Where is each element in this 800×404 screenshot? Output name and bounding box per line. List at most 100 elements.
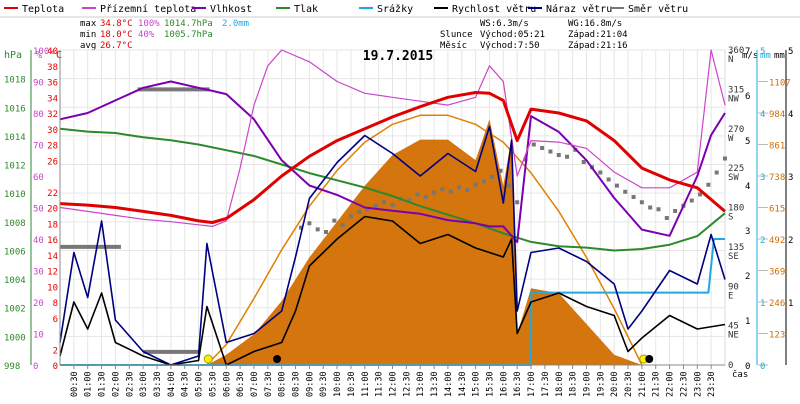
direction-tick-name: NE	[728, 331, 739, 341]
legend-entry: Rychlost větru	[434, 3, 536, 15]
rain-tick-label: 2	[760, 236, 765, 246]
wind-direction-point	[506, 183, 511, 188]
rain-tick-label: 4	[760, 110, 765, 120]
pressure-tick-label: 1010	[4, 190, 26, 200]
wind-tick-label: 2	[745, 272, 750, 282]
stat-humidity: 100%	[138, 19, 160, 29]
x-tick-label: 04:00	[167, 371, 177, 397]
wind-direction-point	[498, 168, 503, 173]
temperature-tick-label: 16	[47, 236, 58, 246]
direction-tick-label: 225	[728, 164, 744, 174]
legend-label: Přízemní teplota	[100, 3, 196, 15]
humidity-tick-label: 10	[33, 331, 44, 341]
legend-strip	[0, 0, 800, 17]
radiation-tick-label: 615	[769, 205, 785, 215]
x-tick-label: 00:30	[70, 371, 80, 397]
pressure-unit: hPa	[4, 50, 22, 61]
wind-direction-point	[581, 160, 586, 164]
rain-right-tick-label: 2	[788, 236, 793, 246]
x-tick-label: 13:00	[416, 371, 426, 397]
pressure-tick-label: 1012	[4, 162, 26, 172]
rain-right-tick-label: 3	[788, 173, 793, 183]
x-tick-label: 07:30	[264, 371, 274, 397]
temperature-tick-label: 22	[47, 189, 58, 199]
axes: hPa9981000100210041006100810101012101410…	[4, 46, 793, 397]
wind-unit: m/s	[742, 51, 758, 61]
wind-direction-point	[407, 198, 412, 203]
radiation-tick-label: 861	[769, 142, 785, 152]
legend-entry: Srážky	[359, 3, 413, 15]
pressure-tick-label: 1002	[4, 305, 26, 315]
x-tick-label: 12:00	[389, 371, 399, 397]
temperature-tick-label: 40	[47, 47, 58, 57]
wind-direction-point	[623, 189, 628, 194]
temperature-tick-label: 12	[47, 268, 58, 278]
sun-label: Slunce	[440, 30, 473, 40]
wind-tick-label: 1	[745, 317, 750, 327]
sunrise: Východ:05:21	[480, 30, 545, 40]
wind-direction-point	[515, 200, 520, 205]
stat-pressure: 1005.7hPa	[164, 30, 213, 40]
wind-tick-label: 7	[745, 47, 750, 57]
pressure-tick-label: 1016	[4, 104, 26, 114]
wind-direction-point	[348, 214, 353, 219]
x-tick-label: 21:00	[638, 371, 648, 397]
temperature-tick-label: 10	[47, 283, 58, 293]
x-tick-label: 18:30	[569, 371, 579, 397]
rain-right-tick-label: 5	[788, 47, 793, 57]
radiation-tick-label: 738	[769, 173, 785, 183]
x-tick-label: 01:00	[84, 371, 94, 397]
wind-direction-point	[598, 170, 603, 175]
stat-temp: 26.7°C	[100, 41, 133, 51]
legend-entry: Tlak	[276, 4, 318, 15]
x-tick-label: 11:00	[361, 371, 371, 397]
wind-direction-point	[382, 200, 387, 205]
rain-right-tick-label: 1	[788, 299, 793, 309]
radiation-tick-label: 984	[769, 110, 785, 120]
x-tick-label: 10:30	[347, 371, 357, 397]
moonrise: Východ:7:50	[480, 41, 540, 51]
legend-label: Směr větru	[628, 3, 688, 15]
x-tick-label: 17:00	[527, 371, 537, 397]
x-tick-label: 09:30	[319, 371, 329, 397]
sunrise-marker	[203, 354, 213, 364]
radiation-tick-label: 492	[769, 236, 785, 246]
x-tick-label: 02:30	[125, 371, 135, 397]
direction-tick-label: 180	[728, 204, 744, 214]
wind-direction-point	[465, 188, 470, 192]
x-tick-label: 16:30	[513, 371, 523, 397]
legend-label: Tlak	[294, 4, 318, 15]
direction-tick-label: 135	[728, 243, 744, 253]
wind-tick-label: 6	[745, 92, 750, 102]
x-axis-label: čas	[732, 369, 748, 380]
legend-entry: Přízemní teplota	[82, 3, 196, 15]
radiation-tick-label: 246	[769, 299, 785, 309]
chart-title: 19.7.2015	[363, 49, 433, 64]
sunset: Západ:21:04	[568, 30, 628, 40]
x-tick-label: 05:30	[208, 371, 218, 397]
humidity-tick-label: 90	[33, 79, 44, 89]
stat-temp: 18.0°C	[100, 30, 133, 40]
wind-gust-info: WG:16.8m/s	[568, 19, 622, 29]
x-tick-label: 14:30	[458, 371, 468, 397]
wind-direction-point	[423, 195, 428, 199]
direction-tick-name: SE	[728, 252, 739, 262]
chart-header: Teplota Přízemní teplota Vlhkost Tlak Srážky…	[0, 0, 800, 51]
wind-direction-point	[548, 149, 553, 154]
temperature-tick-label: 14	[47, 252, 58, 262]
temperature-tick-label: 8	[53, 299, 58, 309]
x-tick-label: 06:00	[222, 371, 232, 397]
pressure-tick-label: 1018	[4, 76, 26, 86]
direction-tick-name: N	[728, 55, 733, 65]
x-tick-label: 09:00	[305, 371, 315, 397]
wind-direction-point	[324, 230, 328, 234]
rain-tick-label: 0	[760, 362, 765, 372]
wind-direction-point	[540, 146, 545, 150]
temperature-line	[59, 91, 726, 224]
x-tick-label: 22:00	[666, 371, 676, 397]
wind-direction-point	[299, 225, 304, 230]
x-tick-label: 10:00	[333, 371, 343, 397]
wind-direction-point	[698, 192, 703, 197]
legend-label: Srážky	[377, 3, 413, 15]
direction-tick-label: 360	[728, 46, 744, 56]
